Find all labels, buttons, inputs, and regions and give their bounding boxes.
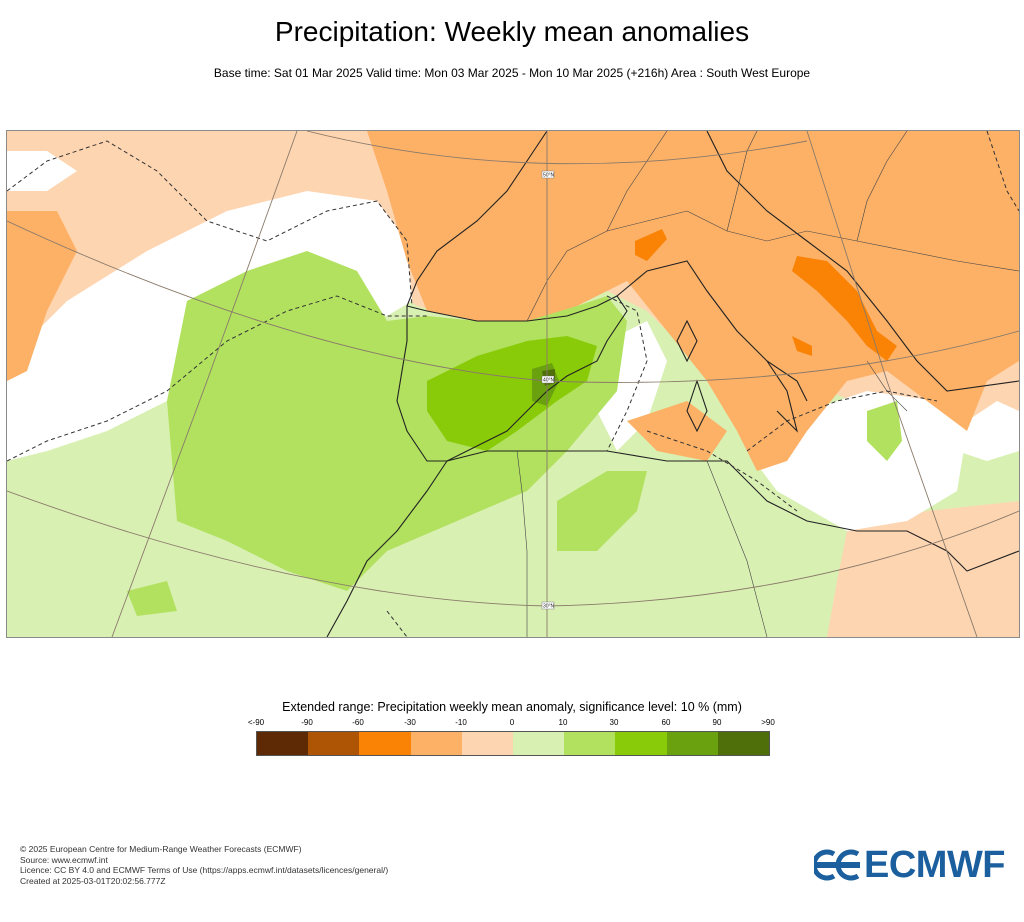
ecmwf-logo: ECMWF — [814, 843, 1014, 886]
anomaly-map: 40°N 30°N 50°N — [6, 130, 1020, 638]
footer-created: Created at 2025-03-01T20:02:56.777Z — [20, 875, 166, 886]
grid-label-box-40n — [541, 375, 555, 384]
region-orange-sardinia — [627, 401, 727, 461]
region-orange-central-europe — [367, 131, 1019, 471]
region-white-east — [957, 401, 1019, 461]
grid-label-box-50n — [541, 170, 555, 179]
footer-source: Source: www.ecmwf.int — [20, 854, 108, 865]
region-white-northwest — [7, 151, 77, 191]
legend-swatch — [461, 732, 514, 755]
ecmwf-logo-icon — [814, 849, 860, 881]
legend-colorbar — [256, 731, 770, 756]
region-darkgreen-spain — [427, 336, 597, 451]
legend-swatch — [410, 732, 462, 755]
map-canvas: 40°N 30°N 50°N — [7, 131, 1019, 637]
legend-swatch — [615, 732, 667, 755]
chart-subtitle: Base time: Sat 01 Mar 2025 Valid time: M… — [213, 66, 811, 80]
region-orange-atlantic-west — [7, 211, 77, 381]
footer-licence: Licence: CC BY 4.0 and ECMWF Terms of Us… — [20, 865, 389, 875]
legend-swatch — [257, 732, 309, 755]
region-dark-orange-balkans — [792, 256, 897, 361]
footer-copyright: © 2025 European Centre for Medium-Range … — [20, 844, 302, 854]
region-green-small-west — [127, 581, 177, 616]
legend-tick: 10 — [558, 718, 568, 727]
grid-label-50n: 50°N — [543, 173, 555, 179]
region-green-algeria — [557, 471, 647, 551]
footer: © 2025 European Centre for Medium-Range … — [20, 844, 388, 886]
legend-tick: -30 — [404, 718, 416, 727]
region-dark-orange-italy — [792, 336, 812, 356]
legend-tick: 0 — [509, 718, 515, 727]
legend-title: Extended range: Precipitation weekly mea… — [282, 700, 742, 714]
legend-tick: 60 — [661, 718, 671, 727]
legend-tick: >90 — [761, 718, 775, 727]
legend-swatch — [308, 732, 360, 755]
legend-swatch — [717, 732, 770, 755]
chart-title: Precipitation: Weekly mean anomalies — [274, 16, 750, 47]
legend-swatch — [564, 732, 616, 755]
legend-tick: 90 — [712, 718, 722, 727]
grid-label-30n: 30°N — [543, 604, 555, 610]
significance-contours — [7, 131, 1019, 637]
legend-swatch — [666, 732, 718, 755]
legend-ticks: <-90 -90 -60 -30 -10 0 10 30 60 90 >90 — [0, 718, 1024, 730]
grid-label-40n: 40°N — [543, 378, 555, 384]
ecmwf-logo-text: ECMWF — [864, 843, 1006, 886]
legend-swatch — [513, 732, 565, 755]
region-dark-orange-alps — [635, 229, 667, 261]
region-green-sicily-sea — [867, 401, 902, 461]
region-light-orange-southeast — [827, 501, 1019, 637]
legend-swatch — [359, 732, 411, 755]
legend-tick: 30 — [609, 718, 619, 727]
legend-tick: -10 — [455, 718, 467, 727]
legend-tick: <-90 — [247, 718, 265, 727]
region-green-iberia — [167, 251, 627, 591]
country-borders — [516, 131, 1019, 637]
legend-tick: -60 — [352, 718, 364, 727]
legend-tick: -90 — [301, 718, 313, 727]
grid-label-box-30n — [541, 601, 555, 610]
